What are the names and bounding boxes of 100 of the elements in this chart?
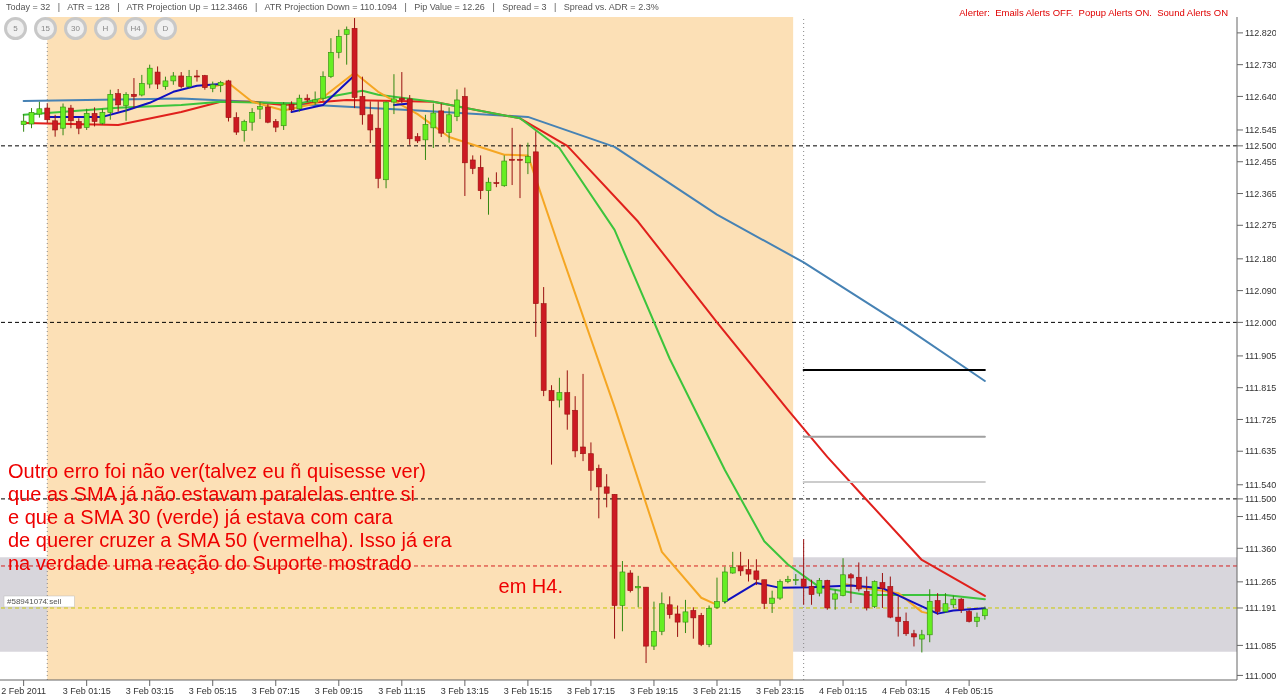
x-tick-label: 3 Feb 01:15 bbox=[62, 686, 111, 697]
x-tick-label: 3 Feb 11:15 bbox=[378, 686, 426, 697]
candlestick bbox=[399, 71, 405, 104]
candlestick bbox=[682, 599, 689, 634]
y-tick-label: 112.500 bbox=[1245, 141, 1276, 152]
x-tick-label: 3 Feb 17:15 bbox=[566, 686, 615, 697]
candlestick bbox=[769, 590, 775, 614]
candlestick bbox=[911, 629, 917, 647]
y-tick-label: 112.090 bbox=[1245, 285, 1276, 296]
candlestick bbox=[336, 29, 342, 59]
candlestick bbox=[863, 576, 870, 611]
ref-line-label: #58941074 sell bbox=[7, 597, 62, 607]
text: Today = 32 | ATR = 128 | ATR Projection Up = 112.3466 | ATR Projection Down = 110.1094 | Pip Value = 12.26 | Spread = 3 | Spread vs. ADR = 2.3% bbox=[6, 2, 659, 12]
candlestick bbox=[509, 127, 515, 186]
x-tick-label: 3 Feb 23:15 bbox=[756, 686, 805, 697]
x-tick-label: 3 Feb 13:15 bbox=[440, 686, 489, 697]
candlestick bbox=[154, 65, 161, 90]
candlestick bbox=[517, 143, 523, 199]
timeframe-button: 15 bbox=[34, 17, 57, 40]
y-tick-label: 111.085 bbox=[1245, 640, 1276, 651]
candlestick bbox=[83, 108, 90, 131]
y-tick-label: 112.545 bbox=[1245, 125, 1276, 136]
candlestick bbox=[556, 377, 563, 408]
x-tick-label: 4 Feb 05:15 bbox=[945, 686, 994, 697]
candlestick bbox=[895, 595, 901, 638]
candlestick bbox=[52, 114, 58, 138]
y-tick-label: 111.815 bbox=[1245, 382, 1276, 393]
candlestick bbox=[60, 102, 66, 136]
y-tick-label: 111.450 bbox=[1245, 511, 1276, 522]
x-tick-label: 3 Feb 07:15 bbox=[251, 686, 300, 697]
candlestick bbox=[525, 142, 531, 175]
x-tick-label: 3 Feb 05:15 bbox=[188, 686, 237, 697]
candlestick bbox=[194, 69, 200, 83]
candlestick bbox=[919, 629, 925, 653]
y-tick-label: 112.730 bbox=[1245, 59, 1276, 70]
y-tick-label: 111.265 bbox=[1245, 577, 1276, 588]
x-tick-label: 3 Feb 09:15 bbox=[314, 686, 363, 697]
candlestick bbox=[438, 102, 445, 138]
candlestick bbox=[44, 102, 51, 124]
candlestick bbox=[816, 577, 823, 597]
y-tick-label: 111.000 bbox=[1245, 670, 1276, 681]
candlestick bbox=[840, 557, 846, 597]
candlestick bbox=[603, 473, 610, 508]
candlestick bbox=[588, 441, 594, 492]
y-tick-label: 111.905 bbox=[1245, 351, 1276, 362]
candlestick bbox=[627, 569, 634, 593]
candlestick bbox=[123, 91, 129, 122]
candlestick bbox=[249, 107, 255, 132]
candlestick bbox=[280, 101, 287, 131]
candlestick bbox=[635, 575, 641, 608]
candlestick bbox=[454, 88, 460, 122]
candlestick bbox=[257, 101, 263, 120]
y-tick-label: 112.455 bbox=[1245, 156, 1276, 167]
candlestick bbox=[714, 577, 720, 610]
y-tick-label: 112.180 bbox=[1245, 254, 1276, 265]
candlestick bbox=[651, 601, 657, 651]
y-tick-label: 111.540 bbox=[1245, 479, 1276, 490]
candlestick bbox=[91, 106, 98, 127]
candlestick bbox=[777, 578, 783, 601]
candlestick bbox=[596, 464, 602, 519]
x-tick-label: 3 Feb 21:15 bbox=[692, 686, 742, 697]
timeframe-button: 5 bbox=[4, 17, 27, 40]
candlestick bbox=[186, 69, 192, 89]
y-tick-label: 112.640 bbox=[1245, 91, 1276, 102]
candlestick bbox=[564, 369, 571, 431]
candlestick bbox=[320, 70, 326, 102]
line-series bbox=[22, 97, 986, 382]
candlestick bbox=[146, 64, 153, 89]
candlestick bbox=[729, 551, 736, 575]
candlestick bbox=[848, 572, 854, 604]
y-tick-label: 111.191 bbox=[1245, 603, 1276, 614]
candlestick bbox=[241, 119, 248, 143]
y-tick-label: 112.820 bbox=[1245, 28, 1276, 39]
candlestick bbox=[115, 88, 121, 113]
candlestick bbox=[903, 612, 909, 637]
y-tick-label: 111.635 bbox=[1245, 446, 1276, 457]
y-tick-label: 111.360 bbox=[1245, 543, 1276, 554]
candlestick bbox=[391, 73, 397, 115]
y-tick-label: 112.000 bbox=[1245, 317, 1276, 328]
y-tick-label: 111.500 bbox=[1245, 494, 1276, 505]
y-tick-label: 112.365 bbox=[1245, 188, 1276, 199]
x-tick-label: 3 Feb 19:15 bbox=[629, 686, 678, 697]
x-tick-label: 2 Feb 2011 bbox=[1, 686, 47, 697]
candlestick bbox=[580, 373, 586, 462]
x-tick-label: 3 Feb 03:15 bbox=[125, 686, 174, 697]
candlestick bbox=[485, 177, 492, 216]
candlestick bbox=[343, 26, 350, 66]
y-tick-label: 112.275 bbox=[1245, 220, 1276, 231]
candlestick bbox=[446, 106, 452, 144]
candlestick bbox=[131, 77, 137, 109]
candlestick bbox=[974, 612, 980, 628]
annotation: Alerter: Emails Alerts OFF. Popup Alerts ON. Sound Alerts ON bbox=[959, 7, 1228, 18]
x-tick-label: 4 Feb 03:15 bbox=[882, 686, 931, 697]
candlestick bbox=[785, 575, 791, 584]
y-tick-label: 111.725 bbox=[1245, 414, 1276, 425]
x-tick-label: 3 Feb 15:15 bbox=[503, 686, 552, 697]
candlestick bbox=[934, 592, 941, 616]
candlestick bbox=[68, 104, 74, 129]
x-tick-label: 4 Feb 01:15 bbox=[819, 686, 868, 697]
candlestick bbox=[832, 589, 838, 611]
